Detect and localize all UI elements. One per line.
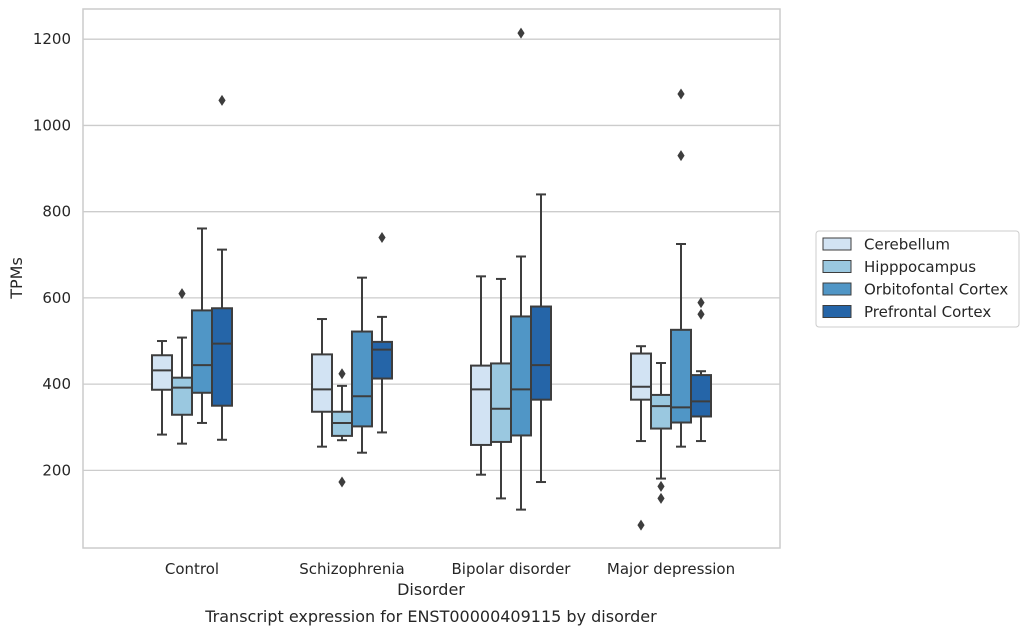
outlier-point <box>697 308 705 320</box>
box-4-4 <box>690 297 712 443</box>
box-iqr <box>311 353 333 413</box>
box-iqr <box>171 376 193 416</box>
box-2-1 <box>171 288 193 445</box>
box-iqr <box>371 340 393 380</box>
box-1-1 <box>151 340 173 436</box>
x-tick-label: Control <box>165 560 219 578</box>
legend-swatch <box>822 282 852 296</box>
box-3-3 <box>510 27 532 511</box>
box-iqr <box>211 307 233 407</box>
y-tick-label: 600 <box>42 289 71 307</box>
outlier-point <box>677 150 685 162</box>
outlier-point <box>338 368 346 380</box>
y-axis-label: TPMs <box>7 257 26 300</box>
outlier-point <box>517 27 525 39</box>
box-1-2 <box>311 318 333 448</box>
plot-frame <box>82 8 781 549</box>
box-iqr <box>510 315 532 437</box>
box-iqr <box>351 330 373 428</box>
box-iqr <box>630 352 652 401</box>
box-iqr <box>151 354 173 391</box>
box-iqr <box>191 309 213 394</box>
box-4-2 <box>371 232 393 434</box>
legend-swatch <box>822 260 852 273</box>
box-1-3 <box>470 275 492 476</box>
legend-label: Orbitofontal Cortex <box>864 281 1008 299</box>
y-tick-label: 1000 <box>33 116 71 134</box>
box-iqr <box>650 393 672 430</box>
x-tick-label: Bipolar disorder <box>452 560 572 578</box>
box-layer <box>151 27 712 531</box>
outlier-point <box>218 94 226 106</box>
legend-swatch <box>822 237 852 251</box>
chart-caption: Transcript expression for ENST0000040911… <box>204 607 657 626</box>
box-iqr <box>530 305 552 401</box>
outlier-point <box>637 519 645 531</box>
box-3-2 <box>351 276 373 454</box>
x-axis-label: Disorder <box>397 580 465 599</box>
y-tick-label: 400 <box>42 375 71 393</box>
outlier-point <box>657 480 665 492</box>
box-4-3 <box>530 193 552 484</box>
x-tick-labels: Control Schizophrenia Bipolar disorder Majo… <box>165 560 735 578</box>
legend-frame <box>815 230 1020 328</box>
box-4-1 <box>211 94 233 441</box>
outlier-point <box>178 288 186 300</box>
y-tick-label: 1200 <box>33 30 71 48</box>
legend-label: Hipppocampus <box>864 258 976 276</box>
x-tick-label: Major depression <box>607 560 735 578</box>
outlier-point <box>338 476 346 488</box>
x-tick-label: Schizophrenia <box>299 560 404 578</box>
box-1-4 <box>630 345 652 531</box>
y-tick-labels: 200 400 600 800 1000 1200 <box>33 30 71 479</box>
box-2-3 <box>490 277 512 500</box>
legend-swatch <box>822 305 852 318</box>
outlier-point <box>378 232 386 244</box>
box-3-1 <box>191 227 213 424</box>
outlier-point <box>657 492 665 504</box>
box-iqr <box>690 374 712 418</box>
y-tick-label: 200 <box>42 461 71 479</box>
legend: Cerebellum Hipppocampus Orbitofontal Corte… <box>815 230 1020 328</box>
y-tick-label: 800 <box>42 203 71 221</box>
legend-label: Prefrontal Cortex <box>864 303 991 321</box>
box-iqr <box>490 362 512 443</box>
box-2-2 <box>331 368 353 488</box>
outlier-point <box>697 297 705 309</box>
outlier-point <box>677 88 685 100</box>
box-3-4 <box>670 88 692 448</box>
box-iqr <box>470 364 492 446</box>
box-iqr <box>670 328 692 424</box>
legend-label: Cerebellum <box>864 236 950 254</box>
